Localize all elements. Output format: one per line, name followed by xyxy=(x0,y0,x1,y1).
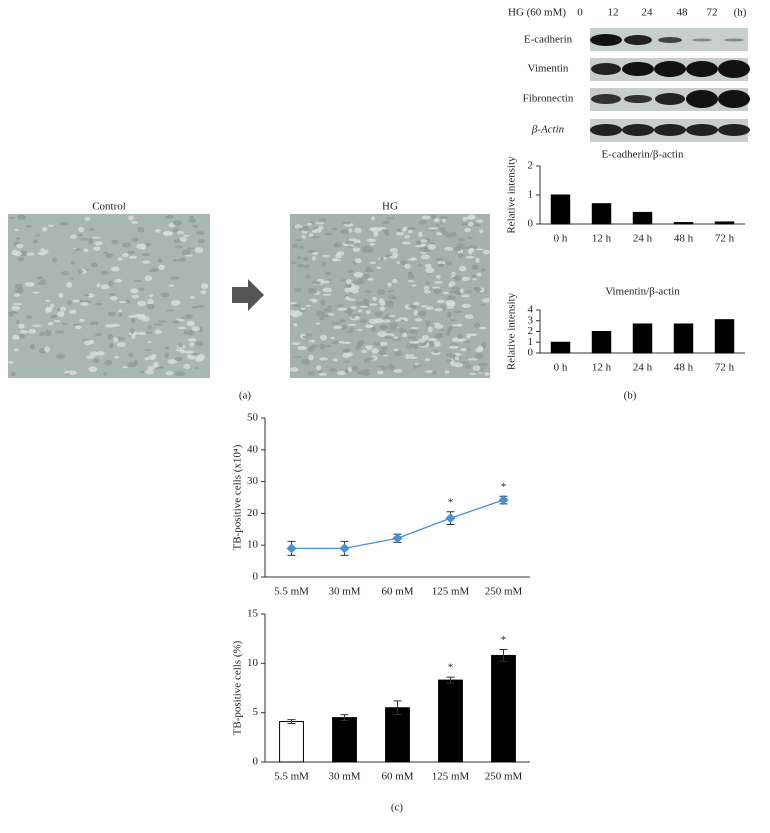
y-tick-label: 30 xyxy=(247,475,259,487)
bar xyxy=(491,654,516,763)
y-tick-label: 4 xyxy=(528,304,534,316)
y-tick-label: 50 xyxy=(247,412,259,424)
image-label: HG xyxy=(382,201,398,213)
y-tick-label: 0 xyxy=(528,218,534,230)
y-tick-label: 10 xyxy=(247,539,259,551)
bar xyxy=(673,323,694,354)
y-tick-label: 1 xyxy=(528,336,534,348)
y-axis-label: TB-positive cells (%) xyxy=(232,640,244,735)
x-tick-label: 60 mM xyxy=(381,771,413,783)
blot-row-label: β-Actin xyxy=(531,124,565,136)
error-bar xyxy=(287,719,296,725)
significance-label: * xyxy=(448,662,454,674)
error-bar xyxy=(340,714,349,722)
y-tick-label: 15 xyxy=(247,608,259,620)
bar xyxy=(438,679,463,763)
image-label: Control xyxy=(92,201,126,213)
x-tick-label: 5.5 mM xyxy=(274,771,309,783)
panel-label: (a) xyxy=(239,390,252,402)
y-tick-label: 0 xyxy=(528,347,534,359)
x-tick-label: 12 h xyxy=(592,233,612,245)
x-tick-label: 0 h xyxy=(554,233,568,245)
bar xyxy=(332,717,357,763)
lane-unit: (h) xyxy=(734,7,747,19)
x-tick-label: 60 mM xyxy=(381,586,413,598)
bar xyxy=(550,194,571,225)
marker xyxy=(339,543,350,554)
y-tick-label: 40 xyxy=(247,443,259,455)
y-axis-label: Relative intensity xyxy=(506,156,518,234)
x-tick-label: 5.5 mM xyxy=(274,586,309,598)
x-tick-label: 24 h xyxy=(633,362,653,374)
bar xyxy=(673,222,694,225)
bar xyxy=(591,331,612,354)
lane-label: 48 xyxy=(677,7,689,19)
lane-label: 0 xyxy=(577,7,583,19)
significance-label: * xyxy=(501,481,507,493)
y-tick-label: 2 xyxy=(528,325,534,337)
lane-label: 24 xyxy=(642,7,654,19)
lane-label: 72 xyxy=(707,7,718,19)
bar xyxy=(632,211,653,225)
y-axis-label: Relative intensity xyxy=(506,292,518,370)
y-tick-label: 0 xyxy=(253,571,259,583)
x-tick-label: 0 h xyxy=(554,362,568,374)
x-tick-label: 250 mM xyxy=(485,586,523,598)
x-tick-label: 30 mM xyxy=(328,586,360,598)
y-tick-label: 3 xyxy=(528,314,534,326)
bar xyxy=(550,341,571,354)
marker xyxy=(498,495,509,506)
blot xyxy=(590,28,750,142)
y-tick-label: 1 xyxy=(528,189,534,201)
lane-label: 12 xyxy=(608,7,619,19)
micrograph xyxy=(289,214,492,378)
error-bar xyxy=(499,649,508,662)
y-tick-label: 10 xyxy=(247,657,259,669)
bar xyxy=(279,721,304,763)
significance-label: * xyxy=(501,634,507,646)
x-tick-label: 125 mM xyxy=(432,771,470,783)
x-tick-label: 48 h xyxy=(674,362,694,374)
marker xyxy=(286,543,297,554)
micrograph xyxy=(8,214,210,378)
x-tick-label: 24 h xyxy=(633,233,653,245)
marker xyxy=(445,513,456,524)
bar xyxy=(591,203,612,225)
x-tick-label: 12 h xyxy=(592,362,612,374)
x-tick-label: 72 h xyxy=(715,233,735,245)
x-tick-label: 250 mM xyxy=(485,771,523,783)
bar xyxy=(632,323,653,354)
axis xyxy=(264,418,530,578)
y-axis-label: TB-positive cells (x10⁴) xyxy=(232,444,244,550)
bar xyxy=(714,221,735,225)
bar xyxy=(385,707,410,763)
panel-label: (c) xyxy=(391,802,404,814)
chart-title: Vimentin/β-actin xyxy=(605,286,680,298)
error-bar xyxy=(393,700,402,716)
y-tick-label: 0 xyxy=(253,756,259,768)
error-bar xyxy=(446,676,455,684)
blot-row-label: Fibronectin xyxy=(523,93,574,105)
blot-row-label: E-cadherin xyxy=(524,34,573,46)
y-tick-label: 20 xyxy=(247,507,259,519)
chart-title: E-cadherin/β-actin xyxy=(602,149,684,161)
x-tick-label: 125 mM xyxy=(432,586,470,598)
bar xyxy=(714,319,735,354)
panel-label: (b) xyxy=(624,390,637,402)
arrow xyxy=(232,279,264,311)
marker xyxy=(392,533,403,544)
y-tick-label: 5 xyxy=(253,706,259,718)
blot-row-label: Vimentin xyxy=(528,63,569,75)
x-tick-label: 72 h xyxy=(715,362,735,374)
x-tick-label: 48 h xyxy=(674,233,694,245)
blot-header: HG (60 mM) xyxy=(508,7,566,19)
significance-label: * xyxy=(448,496,454,508)
y-tick-label: 2 xyxy=(528,160,534,172)
x-tick-label: 30 mM xyxy=(328,771,360,783)
